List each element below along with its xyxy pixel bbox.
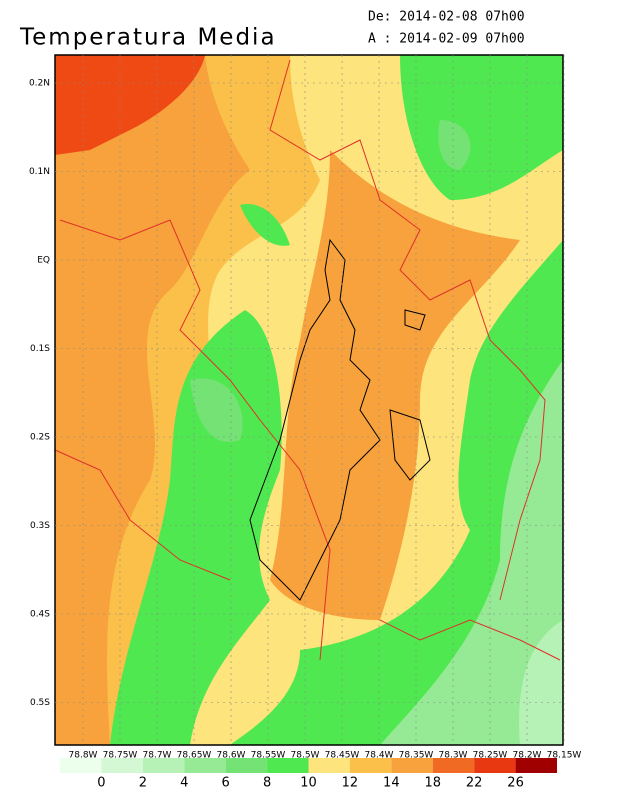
colorbar-label: 18	[424, 776, 441, 791]
lon-tick-label: 78.5W	[291, 751, 320, 761]
colorbar-label: 0	[97, 776, 105, 791]
colorbar-box	[142, 758, 185, 773]
colorbar-label: 4	[180, 776, 188, 791]
colorbar-label: 10	[300, 776, 317, 791]
lon-tick-label: 78.35W	[399, 751, 434, 761]
colorbar-label: 6	[222, 776, 230, 791]
axis-ticks: 0.2N 0.1N EQ 0.1S 0.2S 0.3S 0.4S 0.5S 78.8W 78.75…	[29, 55, 581, 761]
colorbar-label: 8	[263, 776, 271, 791]
map-frame	[54, 54, 564, 746]
colorbar-label: 2	[139, 776, 147, 791]
lat-tick-label: 0.1N	[29, 167, 50, 177]
colorbar-box	[101, 758, 143, 773]
lon-tick-label: 78.75W	[103, 751, 138, 761]
colorbar-label: 26	[507, 776, 524, 791]
lon-tick-label: 78.3W	[439, 751, 468, 761]
lon-tick-label: 78.2W	[513, 751, 542, 761]
urban-outlines	[249, 238, 431, 601]
colorbar-box	[474, 758, 516, 773]
colorbar-box	[184, 758, 226, 773]
lon-tick-label: 78.65W	[177, 751, 212, 761]
lon-tick-label: 78.7W	[143, 751, 172, 761]
colorbar-box	[391, 758, 433, 773]
lat-tick-label: EQ	[37, 256, 50, 266]
colorbar-box	[515, 758, 557, 773]
map-fill	[55, 55, 563, 745]
colorbar: 0 2 4 6 8 10 12 14 18 22 26	[60, 758, 557, 791]
colorbar-box	[349, 758, 392, 773]
lat-tick-label: 0.2S	[30, 433, 50, 443]
lat-tick-label: 0.4S	[30, 610, 50, 620]
colorbar-box	[267, 758, 309, 773]
lon-tick-label: 78.15W	[547, 751, 582, 761]
boundaries	[54, 59, 561, 661]
lat-tick-label: 0.5S	[30, 698, 50, 708]
lon-tick-label: 78.4W	[365, 751, 394, 761]
lon-tick-label: 78.8W	[69, 751, 98, 761]
lon-tick-label: 78.25W	[473, 751, 508, 761]
colorbar-box	[308, 758, 350, 773]
title: Temperatura Media	[19, 25, 277, 51]
to-date: A : 2014-02-09 07h00	[368, 32, 525, 47]
lon-tick-label: 78.55W	[251, 751, 286, 761]
lat-tick-label: 0.1S	[30, 344, 50, 354]
colorbar-label: 12	[342, 776, 359, 791]
lat-tick-label: 0.2N	[29, 79, 50, 89]
lat-tick-label: 0.3S	[30, 521, 50, 531]
colorbar-box	[60, 758, 102, 773]
colorbar-box	[432, 758, 475, 773]
lon-tick-label: 78.45W	[325, 751, 360, 761]
colorbar-box	[225, 758, 268, 773]
colorbar-label: 22	[466, 776, 483, 791]
from-date: De: 2014-02-08 07h00	[368, 10, 525, 25]
lon-tick-label: 78.6W	[217, 751, 246, 761]
colorbar-label: 14	[383, 776, 400, 791]
